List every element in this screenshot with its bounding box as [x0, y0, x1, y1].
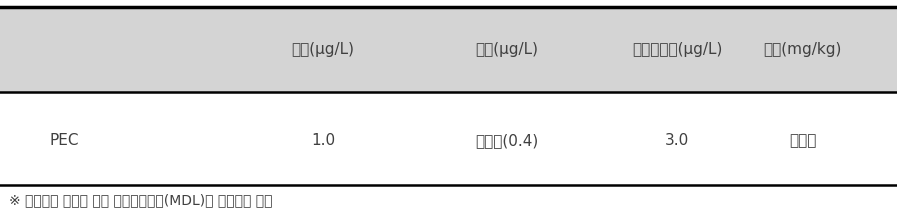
Text: 3.0: 3.0: [665, 133, 690, 148]
Text: PEC: PEC: [49, 133, 79, 148]
Text: 호소(μg/L): 호소(μg/L): [475, 42, 538, 57]
Text: 토양(mg/kg): 토양(mg/kg): [763, 42, 842, 57]
Text: 불검출: 불검출: [789, 133, 816, 148]
Text: 공단배출수(μg/L): 공단배출수(μg/L): [632, 42, 722, 57]
Text: ※ 불검출된 매체의 경우 방법검출한계(MDL)의 절반값을 적용: ※ 불검출된 매체의 경우 방법검출한계(MDL)의 절반값을 적용: [9, 193, 273, 207]
Text: 하천(μg/L): 하천(μg/L): [292, 42, 354, 57]
Text: 1.0: 1.0: [311, 133, 335, 148]
Bar: [0, 7, 897, 92]
Text: 불검출(0.4): 불검출(0.4): [475, 133, 538, 148]
